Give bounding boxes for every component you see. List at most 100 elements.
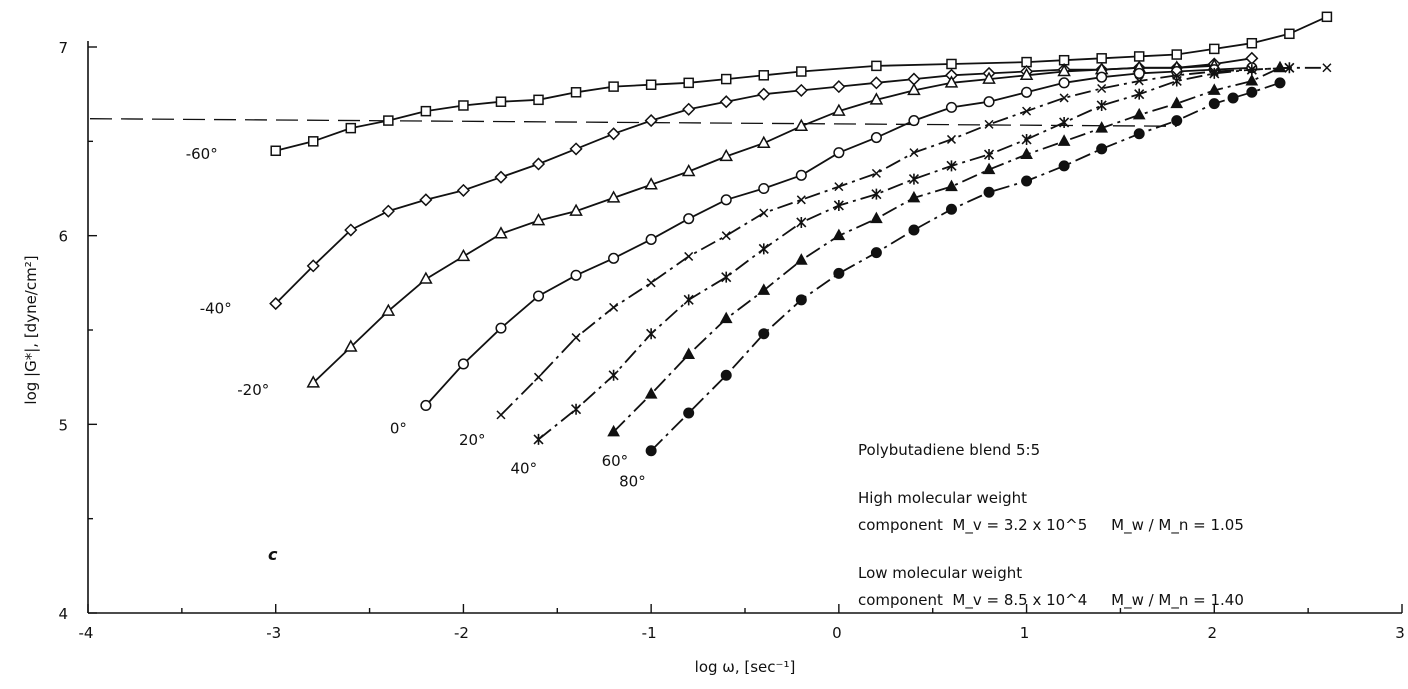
- data-point: [758, 182, 770, 195]
- data-point: [682, 102, 696, 116]
- data-point: [757, 283, 771, 295]
- data-point: [1209, 43, 1220, 55]
- data-point: [644, 387, 658, 399]
- data-point: [794, 253, 808, 265]
- data-point: [720, 73, 732, 85]
- curve-label: 40°: [511, 459, 538, 477]
- data-point: [759, 208, 769, 218]
- tick-group: -4 -3 -2 -1 0 1 2 3 4 5 6 7: [58, 39, 1404, 642]
- data-point: [531, 157, 546, 171]
- data-point: [646, 278, 656, 288]
- data-point: [871, 60, 882, 72]
- curve-label: -40°: [200, 300, 232, 318]
- data-point: [869, 92, 884, 105]
- data-point: [1058, 77, 1070, 89]
- data-point: [946, 58, 957, 70]
- data-point: [1021, 133, 1032, 145]
- data-point: [1097, 83, 1107, 94]
- data-point: [721, 271, 732, 283]
- data-point: [571, 333, 581, 343]
- data-point: [758, 328, 770, 340]
- data-point: [494, 170, 508, 184]
- data-point: [870, 247, 882, 259]
- y-tick-label: 7: [58, 39, 68, 57]
- data-point: [1020, 147, 1033, 160]
- data-point: [570, 403, 582, 415]
- data-point: [682, 347, 696, 360]
- data-point: [794, 118, 809, 131]
- data-point: [794, 83, 808, 97]
- data-point: [1170, 96, 1184, 109]
- data-point: [383, 115, 394, 126]
- data-point: [456, 248, 471, 262]
- legend: Polybutadiene blend 5:5 High molecular w…: [858, 441, 1244, 610]
- data-point: [1134, 76, 1144, 86]
- data-point: [1245, 73, 1259, 86]
- data-point: [495, 96, 507, 107]
- data-point: [945, 101, 958, 113]
- data-point: [270, 145, 281, 157]
- data-point: [1132, 107, 1146, 120]
- y-tick-label: 4: [58, 605, 68, 623]
- data-point: [795, 169, 807, 181]
- data-point: [1019, 67, 1034, 81]
- data-point: [345, 122, 357, 134]
- data-point: [869, 76, 883, 90]
- x-tick-label: -4: [79, 624, 94, 642]
- data-point: [344, 339, 358, 352]
- data-point: [719, 311, 733, 324]
- data-point: [983, 149, 995, 161]
- panel-letter: c: [268, 545, 278, 564]
- data-point: [306, 375, 321, 388]
- data-point: [833, 147, 845, 159]
- data-point: [833, 267, 845, 279]
- curve-label: 20°: [459, 431, 486, 449]
- data-point: [1273, 60, 1287, 73]
- data-point: [1133, 67, 1145, 79]
- data-point: [982, 162, 996, 175]
- series-line: [275, 15, 1328, 152]
- data-point: [758, 70, 770, 81]
- data-point: [796, 195, 806, 205]
- data-point: [683, 407, 695, 419]
- series-0: -60°: [186, 11, 1333, 163]
- data-point: [946, 134, 957, 144]
- data-point: [381, 204, 395, 218]
- data-point: [834, 182, 844, 192]
- data-point: [645, 233, 657, 245]
- series-group: -60° -40° -20° 0° 20° 40° 60° 80°: [186, 11, 1333, 491]
- data-point: [381, 303, 396, 316]
- data-point: [608, 81, 619, 92]
- data-point: [457, 358, 469, 370]
- data-point: [1096, 53, 1107, 64]
- data-point: [1208, 98, 1220, 110]
- data-point: [757, 87, 771, 101]
- data-point: [1021, 86, 1033, 98]
- data-point: [1321, 11, 1333, 23]
- data-point: [719, 95, 733, 109]
- data-point: [983, 186, 995, 198]
- data-point: [531, 213, 546, 226]
- data-point: [909, 148, 919, 158]
- data-point: [871, 168, 881, 178]
- data-point: [533, 94, 544, 106]
- data-point: [533, 372, 544, 382]
- data-point: [871, 188, 882, 200]
- data-point: [1284, 28, 1295, 40]
- curve-label: 0°: [390, 419, 407, 437]
- y-tick-label: 5: [58, 416, 68, 434]
- legend-high-mw-component: component M_v = 3.2 x 10^5 M_w / M_n = 1…: [858, 516, 1244, 535]
- data-point: [945, 203, 957, 215]
- data-point: [907, 190, 921, 203]
- y-tick-label: 6: [58, 228, 68, 246]
- x-tick-label: -1: [642, 624, 657, 642]
- data-point: [419, 271, 433, 284]
- x-tick-label: 0: [832, 624, 842, 642]
- series-6: 60°: [602, 60, 1287, 470]
- data-point: [606, 190, 621, 203]
- data-point: [645, 79, 657, 90]
- data-point: [758, 243, 769, 255]
- dashed-reference-line: [89, 118, 1177, 127]
- data-point: [832, 228, 846, 241]
- data-point: [683, 294, 694, 306]
